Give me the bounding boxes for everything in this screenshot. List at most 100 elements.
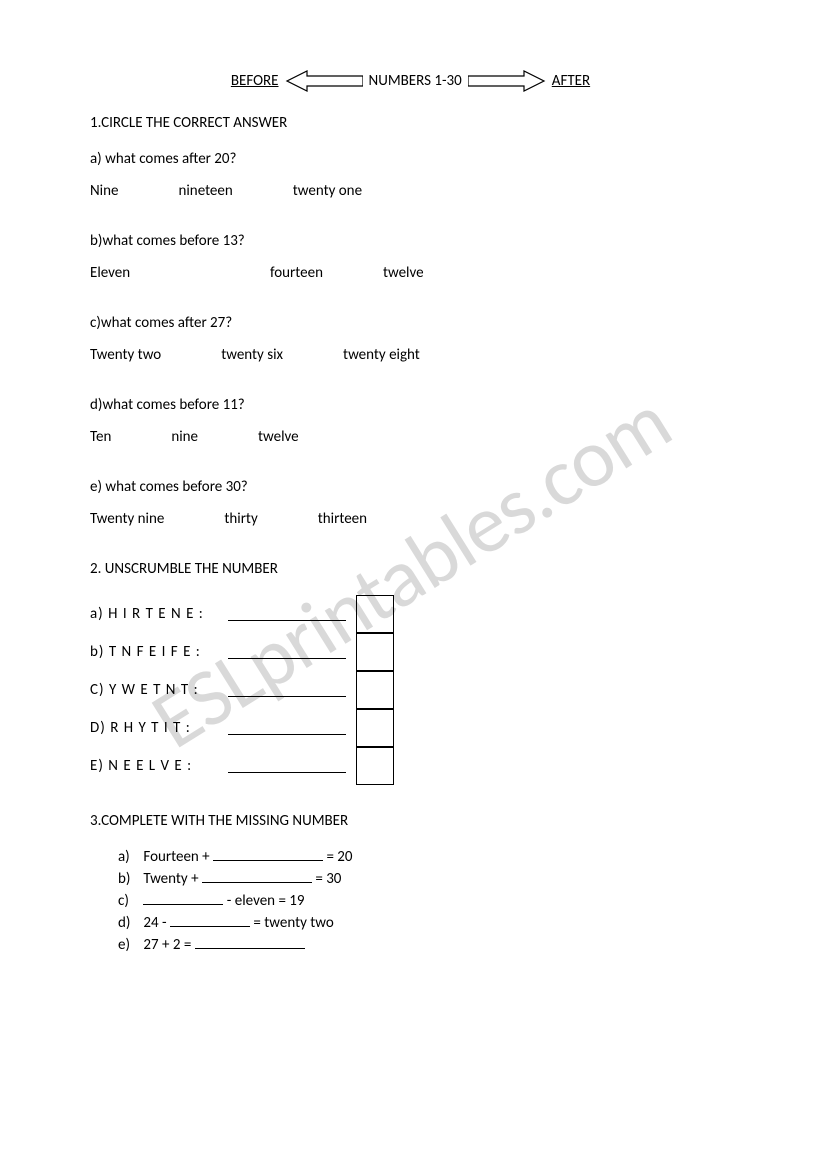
options-row: Ten nine twelve xyxy=(90,428,731,446)
unscramble-label: b) T N F E I F E : xyxy=(90,643,228,661)
option[interactable]: thirty xyxy=(224,510,257,528)
item-post: = 20 xyxy=(323,848,352,866)
answer-line[interactable] xyxy=(228,645,346,659)
missing-item: e) 27 + 2 = xyxy=(118,936,731,954)
question-d: d)what comes before 11? Ten nine twelve xyxy=(90,396,731,446)
item-pre: Twenty + xyxy=(143,870,202,888)
answer-box[interactable] xyxy=(356,747,394,785)
section3-title: 3.COMPLETE WITH THE MISSING NUMBER xyxy=(90,812,731,830)
item-letter: d) xyxy=(118,914,140,932)
item-scramble: H I R T E N E : xyxy=(108,605,204,623)
missing-item: b) Twenty + = 30 xyxy=(118,870,731,888)
item-pre: 24 - xyxy=(143,914,170,932)
answer-line[interactable] xyxy=(228,721,346,735)
missing-item: c) - eleven = 19 xyxy=(118,892,731,910)
option[interactable]: twenty six xyxy=(221,346,283,364)
unscramble-label: a) H I R T E N E : xyxy=(90,605,228,623)
item-letter: a) xyxy=(90,605,104,623)
unscramble-row: C) Y W E T N T : xyxy=(90,672,731,708)
question-letter: a) xyxy=(90,150,102,168)
item-mid: - eleven = 19 xyxy=(223,892,304,910)
answer-blank[interactable] xyxy=(202,871,312,883)
option[interactable]: twelve xyxy=(258,428,299,446)
option[interactable]: nine xyxy=(171,428,198,446)
unscramble-row: D) R H Y T I T : xyxy=(90,710,731,746)
item-post: = twenty two xyxy=(250,914,334,932)
answer-line[interactable] xyxy=(228,759,346,773)
header-row: BEFORE NUMBERS 1-30 AFTER xyxy=(90,70,731,92)
missing-item: d) 24 - = twenty two xyxy=(118,914,731,932)
item-letter: e) xyxy=(118,936,140,954)
option[interactable]: thirteen xyxy=(318,510,367,528)
unscramble-row: b) T N F E I F E : xyxy=(90,634,731,670)
question-b: b)what comes before 13? Eleven fourteen … xyxy=(90,232,731,282)
answer-box[interactable] xyxy=(356,633,394,671)
option[interactable]: twenty eight xyxy=(343,346,420,364)
option[interactable]: twenty one xyxy=(293,182,362,200)
item-scramble: R H Y T I T : xyxy=(110,719,191,737)
options-row: Nine nineteen twenty one xyxy=(90,182,731,200)
item-letter: D) xyxy=(90,719,106,737)
option[interactable]: twelve xyxy=(383,264,424,282)
unscramble-label: E) N E E L V E : xyxy=(90,757,228,775)
question-body: what comes before 11? xyxy=(102,396,244,414)
item-letter: b) xyxy=(90,643,104,661)
question-letter: c) xyxy=(90,314,101,332)
answer-blank[interactable] xyxy=(143,893,223,905)
unscramble-label: D) R H Y T I T : xyxy=(90,719,228,737)
question-letter: e) xyxy=(90,478,102,496)
question-body: what comes before 30? xyxy=(105,478,247,496)
question-e: e) what comes before 30? Twenty nine thi… xyxy=(90,478,731,528)
item-letter: b) xyxy=(118,870,140,888)
item-letter: E) xyxy=(90,757,104,775)
question-body: what comes before 13? xyxy=(102,232,244,250)
answer-blank[interactable] xyxy=(213,849,323,861)
answer-box[interactable] xyxy=(356,595,394,633)
unscramble-row: a) H I R T E N E : xyxy=(90,596,731,632)
header-title: NUMBERS 1-30 xyxy=(369,72,462,90)
before-label: BEFORE xyxy=(231,72,279,90)
arrow-right-icon xyxy=(468,70,546,92)
question-text: c)what comes after 27? xyxy=(90,314,731,332)
option[interactable]: Ten xyxy=(90,428,111,446)
answer-box[interactable] xyxy=(356,671,394,709)
section2-title: 2. UNSCRUMBLE THE NUMBER xyxy=(90,560,731,578)
item-letter: a) xyxy=(118,848,140,866)
unscramble-label: C) Y W E T N T : xyxy=(90,681,228,699)
item-scramble: T N F E I F E : xyxy=(109,643,201,661)
question-text: b)what comes before 13? xyxy=(90,232,731,250)
item-scramble: N E E L V E : xyxy=(108,757,192,775)
question-text: d)what comes before 11? xyxy=(90,396,731,414)
option[interactable]: nineteen xyxy=(178,182,232,200)
answer-blank[interactable] xyxy=(170,915,250,927)
after-label: AFTER xyxy=(552,72,590,90)
options-row: Twenty two twenty six twenty eight xyxy=(90,346,731,364)
option[interactable]: Eleven xyxy=(90,264,210,282)
option[interactable]: fourteen xyxy=(270,264,323,282)
option[interactable]: Twenty nine xyxy=(90,510,164,528)
section1-title: 1.CIRCLE THE CORRECT ANSWER xyxy=(90,114,731,132)
section3: 3.COMPLETE WITH THE MISSING NUMBER a) Fo… xyxy=(90,812,731,954)
item-scramble: Y W E T N T : xyxy=(109,681,199,699)
item-letter: c) xyxy=(118,892,140,910)
item-pre: 27 + 2 = xyxy=(143,936,194,954)
answer-line[interactable] xyxy=(228,683,346,697)
question-body: what comes after 27? xyxy=(101,314,232,332)
missing-list: a) Fourteen + = 20 b) Twenty + = 30 c) -… xyxy=(90,848,731,954)
question-letter: d) xyxy=(90,396,102,414)
question-c: c)what comes after 27? Twenty two twenty… xyxy=(90,314,731,364)
question-letter: b) xyxy=(90,232,102,250)
arrow-left-icon xyxy=(285,70,363,92)
option[interactable]: Nine xyxy=(90,182,118,200)
missing-item: a) Fourteen + = 20 xyxy=(118,848,731,866)
item-pre: Fourteen + xyxy=(143,848,213,866)
answer-line[interactable] xyxy=(228,607,346,621)
answer-box[interactable] xyxy=(356,709,394,747)
question-a: a) what comes after 20? Nine nineteen tw… xyxy=(90,150,731,200)
option[interactable]: Twenty two xyxy=(90,346,161,364)
item-post: = 30 xyxy=(312,870,341,888)
options-row: Twenty nine thirty thirteen xyxy=(90,510,731,528)
answer-blank[interactable] xyxy=(195,937,305,949)
options-row: Eleven fourteen twelve xyxy=(90,264,731,282)
worksheet-content: BEFORE NUMBERS 1-30 AFTER 1.CIRCLE THE C… xyxy=(90,70,731,954)
